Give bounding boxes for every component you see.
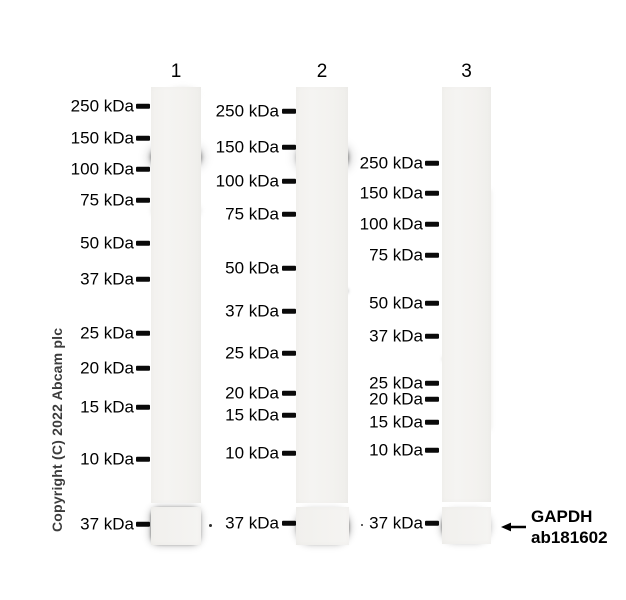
- lane-2-marker-label: 10 kDa: [225, 443, 279, 463]
- lane-1-marker-dash-icon: [136, 240, 150, 246]
- lane-2-control-marker-label: 37 kDa: [225, 513, 279, 533]
- lane-2-marker-dash-icon: [282, 108, 296, 114]
- lane-3-number-label: 3: [461, 61, 472, 82]
- lane-3-marker-dash-icon: [425, 380, 439, 386]
- control-antibody-id: ab181602: [531, 528, 608, 547]
- lane-2-marker-label: 150 kDa: [215, 137, 279, 157]
- lane-1-marker-dash-icon: [136, 276, 150, 282]
- lane-3-control-marker-dash-icon: [425, 520, 439, 526]
- lane-3-marker-label: 50 kDa: [369, 293, 423, 313]
- speck-artifact: [209, 524, 212, 527]
- lane-3-control-marker-label: 37 kDa: [369, 513, 423, 533]
- lane-1-marker-label: 100 kDa: [70, 159, 134, 179]
- lane-3-marker-label: 250 kDa: [359, 153, 423, 173]
- lane-3-loading-control-strip: [442, 507, 491, 544]
- control-protein-name: GAPDH: [531, 507, 593, 526]
- lane-2-marker-label: 25 kDa: [225, 343, 279, 363]
- lane-3-marker-label: 150 kDa: [359, 183, 423, 203]
- lane-3-marker-dash-icon: [425, 447, 439, 453]
- lane-3-marker-dash-icon: [425, 333, 439, 339]
- lane-2-marker-dash-icon: [282, 178, 296, 184]
- lane-3-marker-dash-icon: [425, 160, 439, 166]
- lane-1-marker-dash-icon: [136, 135, 150, 141]
- lane-2-marker-dash-icon: [282, 308, 296, 314]
- lane-1-marker-label: 150 kDa: [70, 128, 134, 148]
- lane-3-marker-label: 100 kDa: [359, 214, 423, 234]
- lane-3-marker-dash-icon: [425, 396, 439, 402]
- lane-3-marker-label: 10 kDa: [369, 440, 423, 460]
- lane-2-marker-label: 50 kDa: [225, 258, 279, 278]
- lane-1-control-marker-dash-icon: [136, 521, 150, 527]
- lane-1-marker-label: 250 kDa: [70, 96, 134, 116]
- lane-1-marker-dash-icon: [136, 197, 150, 203]
- lane-1-marker-dash-icon: [136, 365, 150, 371]
- lane-1-marker-label: 25 kDa: [80, 323, 134, 343]
- lane-1-marker-label: 15 kDa: [80, 397, 134, 417]
- lane-1-marker-dash-icon: [136, 103, 150, 109]
- lane-2-marker-label: 250 kDa: [215, 101, 279, 121]
- lane-2-marker-label: 75 kDa: [225, 204, 279, 224]
- lane-1-marker-label: 20 kDa: [80, 358, 134, 378]
- left-arrow-icon: [501, 522, 526, 532]
- lane-3-marker-dash-icon: [425, 419, 439, 425]
- lane-2-marker-dash-icon: [282, 450, 296, 456]
- lane-1-marker-dash-icon: [136, 166, 150, 172]
- lane-1-marker-dash-icon: [136, 330, 150, 336]
- lane-1-marker-label: 50 kDa: [80, 233, 134, 253]
- lane-2-marker-dash-icon: [282, 211, 296, 217]
- loading-control-annotation: GAPDH ab181602: [531, 506, 608, 548]
- lane-3-marker-dash-icon: [425, 300, 439, 306]
- lane-2-blot-strip: [296, 87, 348, 503]
- lane-2-number-label: 2: [316, 61, 328, 82]
- lane-2-marker-label: 37 kDa: [225, 301, 279, 321]
- lane-1-marker-label: 10 kDa: [80, 449, 134, 469]
- lane-2-loading-control-strip: [296, 507, 349, 545]
- lane-1-loading-control-strip: [151, 507, 201, 545]
- lane-1-blot-strip: [151, 87, 201, 503]
- lane-3-blot-strip: [442, 87, 491, 502]
- lane-3-marker-label: 75 kDa: [369, 245, 423, 265]
- lane-3-marker-label: 20 kDa: [369, 389, 423, 409]
- lane-3-marker-label: 25 kDa: [369, 373, 423, 393]
- lane-3-marker-dash-icon: [425, 252, 439, 258]
- lane-1-marker-dash-icon: [136, 404, 150, 410]
- lane-2-marker-dash-icon: [282, 144, 296, 150]
- lane-3-marker-dash-icon: [425, 190, 439, 196]
- lane-1-marker-dash-icon: [136, 456, 150, 462]
- lane-2-marker-label: 100 kDa: [215, 171, 279, 191]
- lane-3-marker-label: 15 kDa: [369, 412, 423, 432]
- lane-2-marker-dash-icon: [282, 390, 296, 396]
- lane-1-number-label: 1: [170, 61, 182, 82]
- lane-3-marker-dash-icon: [425, 221, 439, 227]
- lane-2-control-marker-dash-icon: [282, 520, 296, 526]
- copyright-text: Copyright (C) 2022 Abcam plc: [49, 327, 65, 532]
- lane-2-marker-label: 20 kDa: [225, 383, 279, 403]
- lane-1-marker-label: 37 kDa: [80, 269, 134, 289]
- lane-2-marker-dash-icon: [282, 265, 296, 271]
- lane-2-marker-dash-icon: [282, 350, 296, 356]
- lane-2-marker-label: 15 kDa: [225, 405, 279, 425]
- lane-2-marker-dash-icon: [282, 412, 296, 418]
- lane-1-marker-label: 75 kDa: [80, 190, 134, 210]
- lane-3-marker-label: 37 kDa: [369, 326, 423, 346]
- speck-artifact: [361, 524, 363, 526]
- lane-1-control-marker-label: 37 kDa: [80, 514, 134, 534]
